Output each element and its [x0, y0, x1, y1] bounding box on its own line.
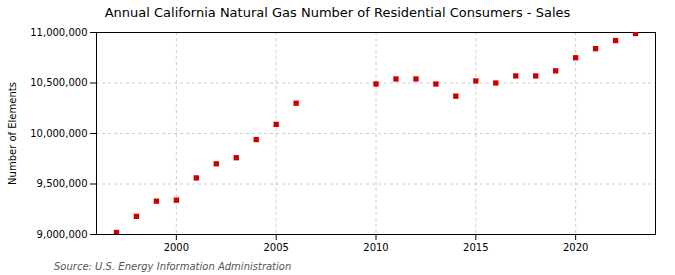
svg-text:9,500,000: 9,500,000 [37, 178, 88, 189]
svg-text:2020: 2020 [563, 242, 588, 253]
svg-text:2000: 2000 [164, 242, 189, 253]
svg-text:Number of Elements: Number of Elements [7, 82, 18, 185]
html-text:Annual California Natural Gas: Annual California Natural Gas Number of … [104, 5, 571, 20]
svg-text:2010: 2010 [363, 242, 388, 253]
svg-text:11,000,000: 11,000,000 [30, 27, 87, 38]
svg-text:10,000,000: 10,000,000 [30, 128, 87, 139]
svg-text:9,000,000: 9,000,000 [37, 229, 88, 240]
svg-text:2015: 2015 [463, 242, 488, 253]
svg-text:10,500,000: 10,500,000 [30, 77, 87, 88]
html-text:Source: U.S. Energy Informatio: Source: U.S. Energy Information Administ… [54, 261, 292, 272]
svg-text:2005: 2005 [263, 242, 288, 253]
